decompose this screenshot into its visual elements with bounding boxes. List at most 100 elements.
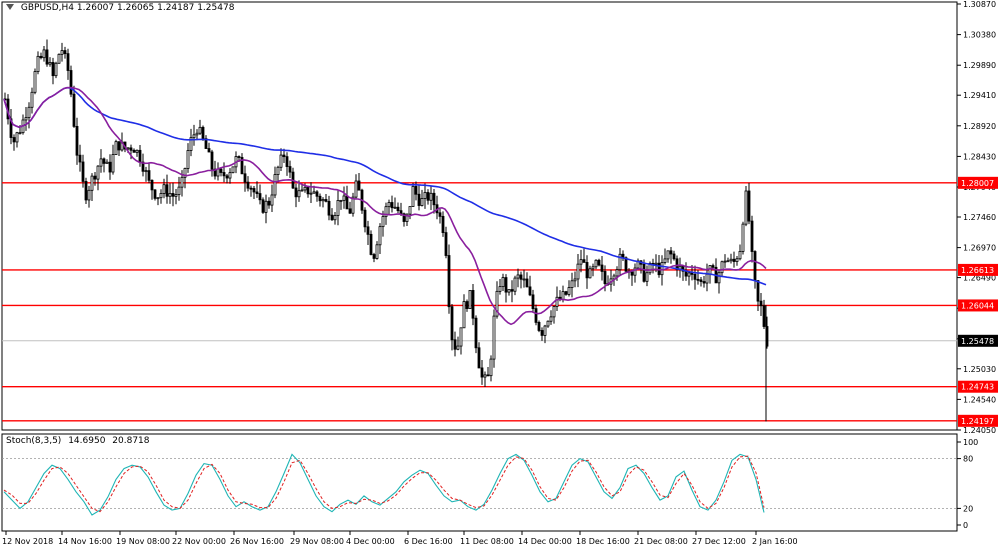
open-value: 1.26007 bbox=[76, 3, 115, 13]
candle bbox=[270, 184, 274, 213]
candle-body bbox=[486, 374, 490, 377]
candle bbox=[198, 119, 202, 135]
candle-body bbox=[189, 137, 193, 151]
candle bbox=[492, 309, 496, 368]
candle-body bbox=[528, 286, 532, 296]
horizontal-levels[interactable] bbox=[2, 182, 957, 422]
candle-body bbox=[519, 274, 523, 280]
candles bbox=[3, 39, 769, 422]
candle-body bbox=[309, 192, 313, 195]
candle bbox=[510, 280, 514, 303]
candle-body bbox=[282, 154, 286, 158]
candle-body bbox=[90, 175, 94, 191]
candle bbox=[288, 160, 292, 179]
candle bbox=[78, 144, 82, 172]
candle bbox=[219, 167, 223, 177]
candle-body bbox=[645, 272, 649, 282]
candle-body bbox=[588, 268, 592, 279]
chart-header: GBPUSD,H4 1.26007 1.26065 1.24187 1.2547… bbox=[6, 3, 234, 13]
candle bbox=[336, 189, 340, 226]
candle-body bbox=[642, 263, 646, 282]
time-tick-label: 14 Nov 16:00 bbox=[58, 537, 112, 546]
candle bbox=[369, 230, 373, 256]
stoch-panel-border bbox=[1, 433, 958, 532]
candle-body bbox=[132, 149, 136, 153]
time-tick-label: 11 Dec 08:00 bbox=[460, 537, 514, 546]
candle bbox=[528, 275, 532, 297]
candle-body bbox=[567, 287, 571, 295]
candle-body bbox=[297, 190, 301, 198]
candle bbox=[84, 177, 88, 204]
candle bbox=[21, 114, 25, 135]
candle-body bbox=[195, 132, 199, 136]
candle-body bbox=[507, 289, 511, 293]
candle bbox=[567, 280, 571, 297]
candle bbox=[597, 258, 601, 267]
candle bbox=[324, 193, 328, 203]
candle-body bbox=[231, 166, 235, 174]
candle bbox=[162, 178, 166, 199]
candle-body bbox=[504, 277, 508, 293]
candle-body bbox=[372, 254, 376, 259]
candle-body bbox=[348, 208, 352, 214]
candle-body bbox=[186, 150, 190, 169]
candle-body bbox=[480, 367, 484, 378]
candle bbox=[525, 272, 529, 288]
candle bbox=[351, 192, 355, 217]
candle-body bbox=[354, 180, 358, 198]
candle bbox=[69, 65, 73, 98]
candle bbox=[144, 166, 148, 182]
candle bbox=[531, 289, 535, 313]
time-tick-label: 22 Nov 00:00 bbox=[172, 537, 226, 546]
candle-body bbox=[117, 141, 121, 151]
candle-body bbox=[546, 320, 550, 327]
candle bbox=[330, 208, 334, 221]
candle-body bbox=[336, 200, 340, 216]
candle-body bbox=[84, 181, 88, 201]
candle bbox=[564, 290, 568, 296]
candle-body bbox=[300, 189, 304, 192]
candle bbox=[33, 68, 37, 95]
candle bbox=[114, 139, 118, 155]
time-tick-label: 18 Dec 16:00 bbox=[576, 537, 630, 546]
candle-body bbox=[654, 262, 658, 265]
time-tick-label: 12 Nov 2018 bbox=[2, 537, 53, 546]
candle-body bbox=[72, 93, 76, 127]
candle-body bbox=[153, 189, 157, 199]
level-label: 1.24743 bbox=[961, 383, 994, 392]
candle bbox=[279, 148, 283, 172]
candle-body bbox=[630, 271, 634, 276]
candle bbox=[453, 331, 457, 357]
candle-body bbox=[384, 206, 388, 218]
candle-body bbox=[78, 154, 82, 163]
candle bbox=[27, 102, 31, 129]
candle bbox=[294, 183, 298, 208]
time-tick-label: 19 Nov 08:00 bbox=[116, 537, 170, 546]
candle-body bbox=[489, 358, 493, 377]
candle bbox=[63, 46, 67, 59]
candle-body bbox=[183, 168, 187, 178]
candle-body bbox=[351, 196, 355, 214]
candle-body bbox=[306, 186, 310, 195]
candle bbox=[117, 141, 121, 157]
candle bbox=[90, 173, 94, 202]
candle bbox=[678, 257, 682, 278]
candle-body bbox=[762, 305, 766, 327]
candle bbox=[243, 165, 247, 192]
candle-body bbox=[177, 186, 181, 195]
candle-body bbox=[240, 157, 244, 175]
candle bbox=[480, 359, 484, 385]
candle-body bbox=[207, 148, 211, 153]
candle bbox=[471, 284, 475, 326]
candle bbox=[483, 371, 487, 387]
candle-body bbox=[369, 233, 373, 255]
candle bbox=[108, 154, 112, 180]
candle-body bbox=[744, 190, 748, 225]
candle-body bbox=[264, 200, 268, 213]
candle-body bbox=[648, 262, 652, 274]
candle bbox=[519, 271, 523, 289]
candle bbox=[666, 250, 670, 263]
level-label-bg bbox=[958, 414, 998, 427]
candle bbox=[726, 257, 730, 263]
